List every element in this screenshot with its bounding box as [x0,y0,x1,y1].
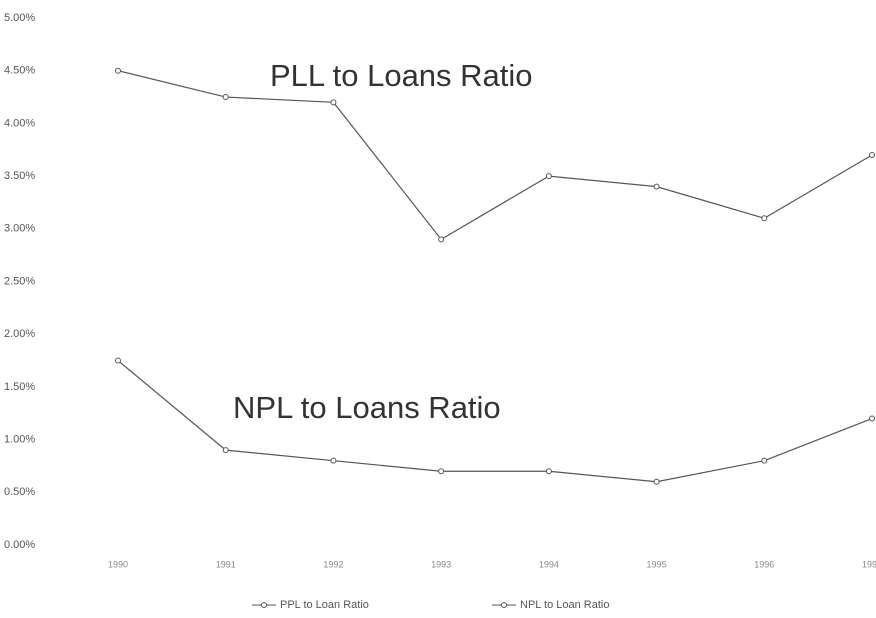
x-tick-label: 1990 [108,559,128,569]
point [545,173,552,180]
x-tick-label: 1993 [431,559,451,569]
x-tick-label: 1997 [862,559,876,569]
point [653,183,660,190]
x-tick-label: 1995 [647,559,667,569]
y-tick-label: 3.00% [4,223,35,235]
point [330,457,337,464]
point [330,99,337,106]
y-tick-label: 2.00% [4,328,35,340]
y-tick-label: 4.00% [4,117,35,129]
y-tick-label: 0.50% [4,486,35,498]
x-tick-label: 1992 [323,559,343,569]
point [222,447,229,454]
point [653,478,660,485]
point [545,468,552,475]
x-tick-label: 1996 [754,559,774,569]
legend-label: NPL to Loan Ratio [520,599,609,611]
x-tick-label: 1991 [216,559,236,569]
line [117,360,873,483]
y-tick-label: 1.00% [4,434,35,446]
y-tick-label: 2.50% [4,275,35,287]
legend-marker [261,602,267,608]
point [222,94,229,101]
x-tick-label: 1994 [539,559,559,569]
line [117,70,873,241]
y-tick-label: 5.00% [4,12,35,24]
y-tick-label: 4.50% [4,65,35,77]
point [761,457,768,464]
point [115,67,121,74]
point [761,215,768,222]
annotation: PLL to Loans Ratio [270,58,533,93]
legend-label: PPL to Loan Ratio [280,599,369,611]
point [869,152,875,159]
legend-marker [501,602,507,608]
y-tick-label: 1.50% [4,381,35,393]
point [438,236,445,243]
point [115,357,121,364]
annotation: NPL to Loans Ratio [233,390,501,425]
point [438,468,445,475]
y-tick-label: 3.50% [4,170,35,182]
point [869,415,875,422]
y-tick-label: 0.00% [4,539,35,551]
